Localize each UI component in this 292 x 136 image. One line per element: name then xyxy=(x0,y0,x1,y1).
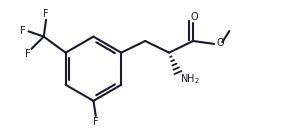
Text: O: O xyxy=(191,12,198,22)
Text: F: F xyxy=(43,9,49,19)
Text: F: F xyxy=(93,117,99,127)
Text: F: F xyxy=(25,49,31,59)
Text: F: F xyxy=(20,26,25,36)
Text: NH$_2$: NH$_2$ xyxy=(180,72,200,86)
Text: O: O xyxy=(216,38,224,48)
